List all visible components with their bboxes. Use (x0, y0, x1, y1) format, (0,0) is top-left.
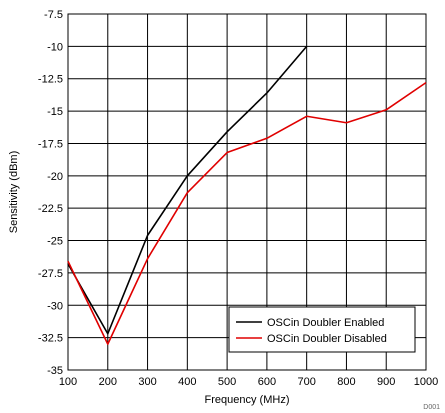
legend-box (228, 306, 416, 353)
legend-label-disabled: OSCin Doubler Disabled (267, 333, 387, 345)
y-tick-label: -32.5 (38, 333, 63, 345)
x-tick-label: 700 (297, 376, 315, 388)
legend: OSCin Doubler Enabled OSCin Doubler Disa… (228, 306, 416, 353)
y-tick-label: -20 (47, 171, 63, 183)
series-line-doubler-disabled (67, 81, 427, 345)
x-tick-label: 200 (99, 376, 117, 388)
x-tick-labels: 100 200 300 400 500 600 700 800 900 1000 (59, 376, 438, 388)
figure-code: D001 (423, 404, 440, 411)
y-tick-label: -10 (47, 41, 63, 53)
y-tick-label: -25 (47, 236, 63, 248)
y-tick-label: -17.5 (38, 138, 63, 150)
y-tick-label: -15 (47, 106, 63, 118)
x-tick-label: 900 (377, 376, 395, 388)
y-tick-label: -35 (47, 365, 63, 377)
x-tick-label: 300 (138, 376, 156, 388)
y-tick-label: -7.5 (44, 9, 63, 21)
series-line-doubler-enabled (67, 45, 308, 335)
x-tick-label: 1000 (414, 376, 438, 388)
y-tick-label: -22.5 (38, 203, 63, 215)
y-axis-title: Sensitivity (dBm) (8, 151, 20, 234)
x-tick-label: 400 (178, 376, 196, 388)
y-tick-label: -27.5 (38, 268, 63, 280)
series-lines (67, 45, 427, 345)
y-tick-labels: -7.5 -10 -12.5 -15 -17.5 -20 -22.5 -25 -27.5 -30 -… (38, 9, 63, 377)
y-tick-label: -30 (47, 300, 63, 312)
x-axis-title: Frequency (MHz) (205, 394, 290, 406)
legend-label-enabled: OSCin Doubler Enabled (267, 317, 384, 329)
y-tick-label: -12.5 (38, 74, 63, 86)
x-tick-label: 500 (218, 376, 236, 388)
x-tick-label: 100 (59, 376, 77, 388)
x-tick-label: 600 (258, 376, 276, 388)
x-tick-label: 800 (337, 376, 355, 388)
